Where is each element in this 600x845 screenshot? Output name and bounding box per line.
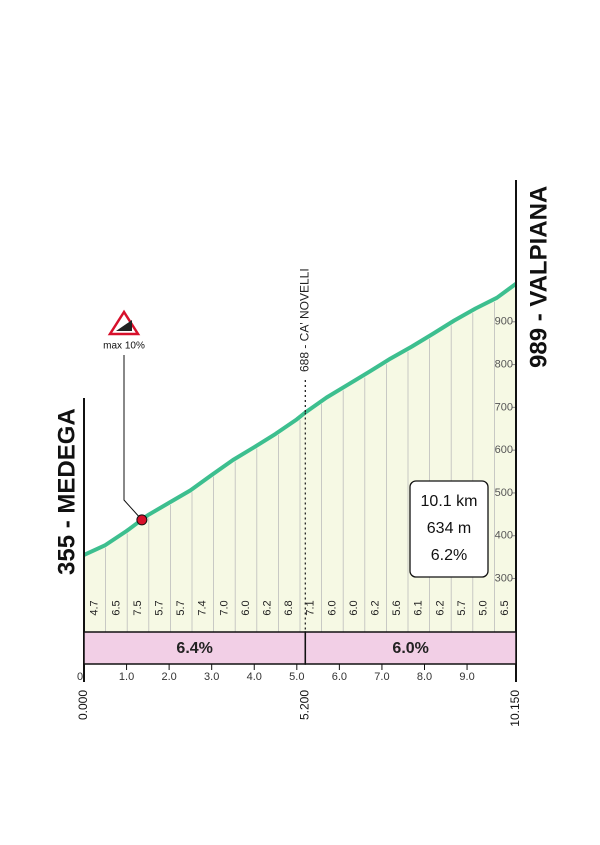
segment-gradient: 7.0 — [218, 600, 230, 615]
y-tick-label: 400 — [495, 530, 513, 542]
segment-gradient: 6.0 — [348, 600, 360, 615]
x-tick-label: 1.0 — [119, 671, 134, 683]
x-tick-label: 9.0 — [459, 671, 474, 683]
segment-gradient: 6.5 — [499, 600, 511, 615]
sector-label: 6.4% — [176, 640, 212, 657]
segment-gradient: 6.8 — [283, 600, 295, 615]
max-point — [136, 514, 148, 526]
sector-band — [83, 631, 307, 665]
segment-gradient: 7.4 — [197, 600, 209, 615]
y-tick-label: 300 — [495, 572, 513, 584]
segment-gradient: 6.2 — [434, 600, 446, 615]
segment-gradient: 4.7 — [89, 600, 101, 615]
x-tick-label: 2.0 — [161, 671, 176, 683]
warning-slope — [116, 320, 132, 331]
x-tick-label: 6.0 — [332, 671, 347, 683]
segment-gradient: 6.1 — [413, 600, 425, 615]
distance-label: 5.200 — [297, 690, 311, 720]
x-tick-label: 0 — [77, 671, 83, 683]
segment-gradient: 5.6 — [391, 600, 403, 615]
start-label: 355 - MEDEGA — [53, 408, 80, 575]
y-tick-label: 600 — [495, 444, 513, 456]
x-tick-label: 8.0 — [417, 671, 432, 683]
segment-gradient: 6.0 — [240, 600, 252, 615]
y-tick-label: 700 — [495, 401, 513, 413]
segment-gradient: 6.2 — [370, 600, 382, 615]
y-tick-label: 900 — [495, 316, 513, 328]
segment-gradient: 5.0 — [478, 600, 490, 615]
max-pointer — [123, 355, 143, 521]
x-tick-label: 7.0 — [374, 671, 389, 683]
sector-label: 6.0% — [392, 640, 428, 657]
segment-gradient: 5.7 — [175, 600, 187, 615]
summary-box — [409, 480, 489, 578]
max-label: max 10% — [103, 341, 145, 352]
x-tick-label: 5.0 — [289, 671, 304, 683]
y-tick-label: 800 — [495, 358, 513, 370]
summary-text: 6.2% — [431, 547, 467, 564]
segment-gradient: 6.2 — [262, 600, 274, 615]
x-tick-label: 4.0 — [247, 671, 262, 683]
summary-text: 634 m — [427, 520, 471, 537]
sector-band — [304, 631, 517, 665]
profile-line — [83, 282, 518, 557]
segment-gradient: 6.0 — [326, 600, 338, 615]
distance-label: 10.150 — [508, 690, 522, 727]
segment-gradient: 5.7 — [456, 600, 468, 615]
segment-gradient: 7.1 — [305, 600, 317, 615]
y-tick-label: 500 — [495, 487, 513, 499]
segment-gradient: 5.7 — [154, 600, 166, 615]
segment-gradient: 7.5 — [132, 600, 144, 615]
segment-gradient: 6.5 — [110, 600, 122, 615]
x-tick-label: 3.0 — [204, 671, 219, 683]
summary-text: 10.1 km — [421, 493, 478, 510]
end-label: 989 - VALPIANA — [525, 186, 552, 368]
waypoint-label: 688 - CA' NOVELLI — [297, 268, 311, 372]
distance-label: 0.000 — [76, 690, 90, 720]
